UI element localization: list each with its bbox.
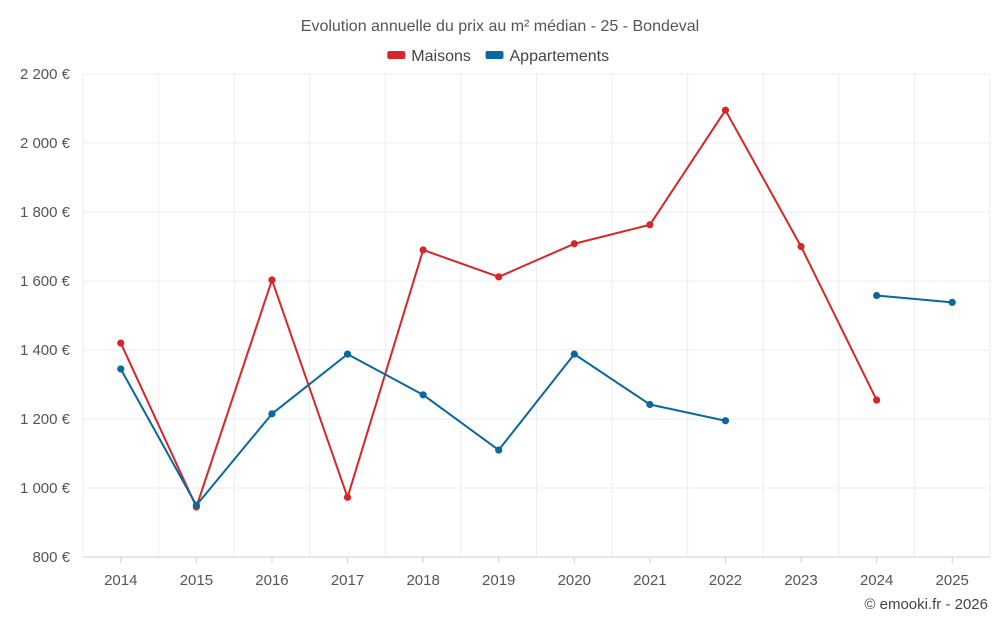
- data-point: [495, 446, 503, 454]
- x-tick-label: 2023: [784, 572, 817, 589]
- credit-text: © emooki.fr - 2026: [864, 596, 988, 613]
- x-tick-label: 2024: [860, 572, 893, 589]
- series-line: [876, 294, 953, 304]
- data-point: [646, 400, 654, 409]
- y-tick-label: 1 000 €: [20, 480, 71, 497]
- y-tick-label: 1 800 €: [20, 204, 71, 221]
- legend-swatch: [387, 51, 406, 59]
- series-line: [119, 353, 726, 507]
- data-point: [873, 291, 881, 300]
- y-axis: 800 € 1 000 € 1 200 € 1 400 € 1 600 € 1 800 €…: [20, 66, 71, 566]
- x-tick-label: 2018: [406, 572, 439, 589]
- data-point: [721, 106, 730, 114]
- data-point: [646, 221, 654, 229]
- data-point: [419, 246, 427, 254]
- x-axis: 2014 2015 2016 2017 2018 2019 2020 2021 2022 2023…: [83, 556, 990, 589]
- series-appartements: [117, 291, 956, 509]
- x-tick-label: 2015: [180, 572, 213, 589]
- legend-item-maisons[interactable]: Maisons: [387, 48, 471, 65]
- x-tick-label: 2019: [482, 572, 515, 589]
- series-layer: [117, 106, 956, 511]
- data-point: [570, 350, 578, 358]
- data-point: [117, 339, 125, 347]
- data-point: [495, 273, 503, 281]
- x-tick-label: 2022: [709, 572, 742, 589]
- data-point: [419, 391, 427, 399]
- x-tick-label: 2021: [633, 572, 666, 589]
- legend-label: Maisons: [411, 48, 471, 65]
- data-point: [268, 410, 276, 418]
- y-tick-label: 2 000 €: [20, 135, 71, 152]
- x-tick-label: 2014: [104, 572, 137, 589]
- legend-label: Appartements: [510, 48, 610, 65]
- legend-item-appartements[interactable]: Appartements: [485, 48, 610, 65]
- y-tick-label: 2 200 €: [20, 66, 71, 83]
- x-tick-label: 2017: [331, 572, 364, 589]
- data-point: [268, 276, 276, 284]
- y-tick-label: 1 400 €: [20, 342, 71, 359]
- legend-swatch: [485, 51, 504, 59]
- data-point: [570, 240, 578, 248]
- series-maisons: [117, 106, 881, 511]
- chart-title: Evolution annuelle du prix au m² médian …: [301, 18, 699, 35]
- data-point: [721, 417, 730, 425]
- data-point: [192, 501, 200, 509]
- data-point: [873, 396, 881, 404]
- y-tick-label: 800 €: [32, 549, 70, 566]
- grid: [82, 73, 991, 557]
- data-point: [343, 350, 352, 358]
- y-tick-label: 1 600 €: [20, 273, 71, 290]
- data-point: [948, 298, 956, 306]
- y-tick-label: 1 200 €: [20, 411, 71, 428]
- legend: Maisons Appartements: [387, 48, 609, 65]
- x-tick-label: 2020: [558, 572, 591, 589]
- x-tick-label: 2016: [255, 572, 288, 589]
- data-point: [343, 493, 352, 501]
- data-point: [117, 365, 125, 373]
- data-point: [797, 242, 805, 251]
- x-tick-label: 2025: [936, 572, 969, 589]
